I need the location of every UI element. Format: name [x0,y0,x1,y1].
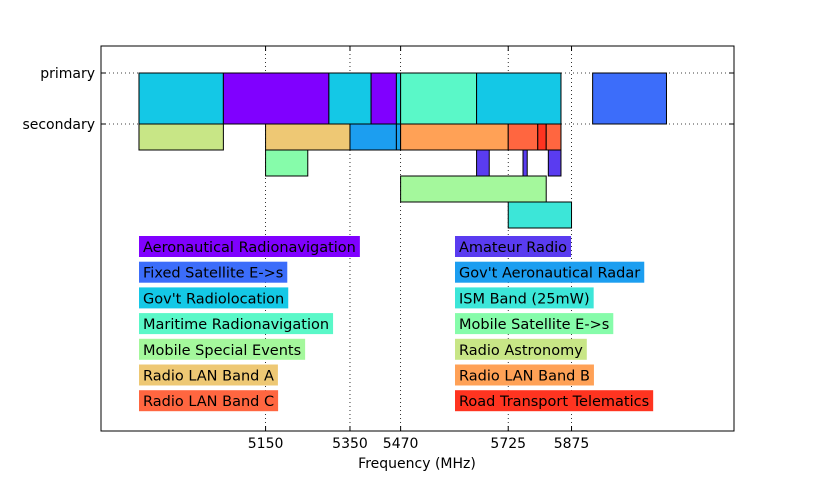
x-axis-label: Frequency (MHz) [358,456,476,472]
allocation-bar [400,175,547,203]
legend-swatch [455,338,587,360]
legend-swatch [455,364,594,386]
legend-swatch [139,261,288,283]
legend-label: Gov't Radiolocation [143,291,284,307]
legend-swatch [139,287,289,309]
allocation-bar [138,123,224,151]
allocation-bar [265,123,351,151]
legend-swatch [455,390,654,412]
legend-label: Radio LAN Band A [143,369,274,385]
x-tick-label: 5150 [248,436,284,452]
legend-label: Fixed Satellite E->s [143,266,283,282]
legend-label: Gov't Aeronautical Radar [459,266,640,282]
legend-swatch [455,236,572,257]
legend-swatch [455,287,594,309]
legend-swatch [139,338,306,360]
allocation-bar [547,149,562,177]
legend-label: Aeronautical Radionavigation [143,240,356,256]
x-tick-label: 5470 [383,436,419,452]
allocation-bar [476,149,490,177]
allocation-bar [138,72,224,125]
legend-swatch [455,313,614,335]
x-axis: 5150 5350 5470 5725 5875 [248,46,590,452]
legend-swatch [139,364,278,386]
legend-swatch [139,390,279,412]
allocation-bar [522,149,528,177]
allocation-bar [370,72,397,125]
allocation-bar [400,72,478,125]
allocation-bar [328,72,372,125]
allocation-bar [537,123,547,151]
legend-label: Mobile Special Events [143,343,301,359]
allocation-bar [545,123,562,151]
legend-label: Amateur Radio [459,240,567,256]
y-tick-label: primary [40,66,95,82]
legend: Aeronautical Radionavigation Fixed Satell… [139,236,654,412]
allocation-bar [400,123,509,151]
y-tick-label: secondary [22,117,95,133]
allocation-bar [395,123,402,151]
legend-label: ISM Band (25mW) [459,291,590,307]
allocation-bar [476,72,562,125]
legend-label: Maritime Radionavigation [143,317,329,333]
allocation-bar [507,123,539,151]
legend-swatch [455,261,645,283]
x-tick-label: 5875 [554,436,590,452]
legend-label: Radio LAN Band C [143,394,274,410]
allocation-bars [138,72,667,229]
allocation-bar [592,72,667,125]
allocation-bar [349,123,397,151]
allocation-bar [395,72,402,125]
legend-label: Radio LAN Band B [459,369,590,385]
legend-label: Road Transport Telematics [459,394,649,410]
x-tick-label: 5725 [490,436,526,452]
x-tick-label: 5350 [332,436,368,452]
allocation-bar [507,201,573,229]
legend-label: Radio Astronomy [459,343,583,359]
legend-swatch [139,236,360,257]
allocation-bar [222,72,330,125]
legend-label: Mobile Satellite E->s [459,317,609,333]
allocation-bar [265,149,309,177]
legend-swatch [139,313,334,335]
y-axis: primary secondary [22,66,734,133]
